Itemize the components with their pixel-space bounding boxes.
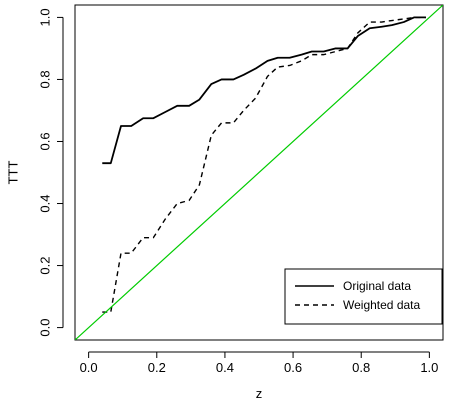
plot-area-frame: [74, 4, 444, 341]
x-axis-ticks: 0.0 0.2 0.4 0.6 0.8 1.0: [80, 351, 438, 375]
series-weighted-line: [102, 16, 426, 313]
y-tick-label: 0.2: [37, 257, 52, 275]
x-tick-label: 0.8: [352, 360, 370, 375]
x-tick-label: 0.4: [216, 360, 234, 375]
series-original-line: [102, 16, 426, 165]
y-tick-label: 0.8: [37, 70, 52, 88]
legend-label-weighted: Weighted data: [343, 298, 420, 312]
y-tick-label: 1.0: [37, 8, 52, 26]
y-axis-title: TTT: [5, 161, 20, 185]
y-tick-label: 0.6: [37, 132, 52, 150]
x-tick-label: 0.6: [284, 360, 302, 375]
x-tick-label: 1.0: [420, 360, 438, 375]
x-tick-label: 0.0: [80, 360, 98, 375]
y-tick-label: 0.0: [37, 319, 52, 337]
x-tick-label: 0.2: [148, 360, 166, 375]
y-axis-ticks: 0.0 0.2 0.4 0.6 0.8 1.0: [37, 8, 64, 337]
legend: Original data Weighted data: [284, 268, 443, 325]
x-axis-title: z: [256, 386, 263, 401]
series-layer: [75, 5, 443, 340]
reference-diagonal-line: [75, 5, 443, 340]
legend-box: [284, 268, 443, 325]
y-tick-label: 0.4: [37, 194, 52, 212]
legend-label-original: Original data: [343, 279, 411, 293]
